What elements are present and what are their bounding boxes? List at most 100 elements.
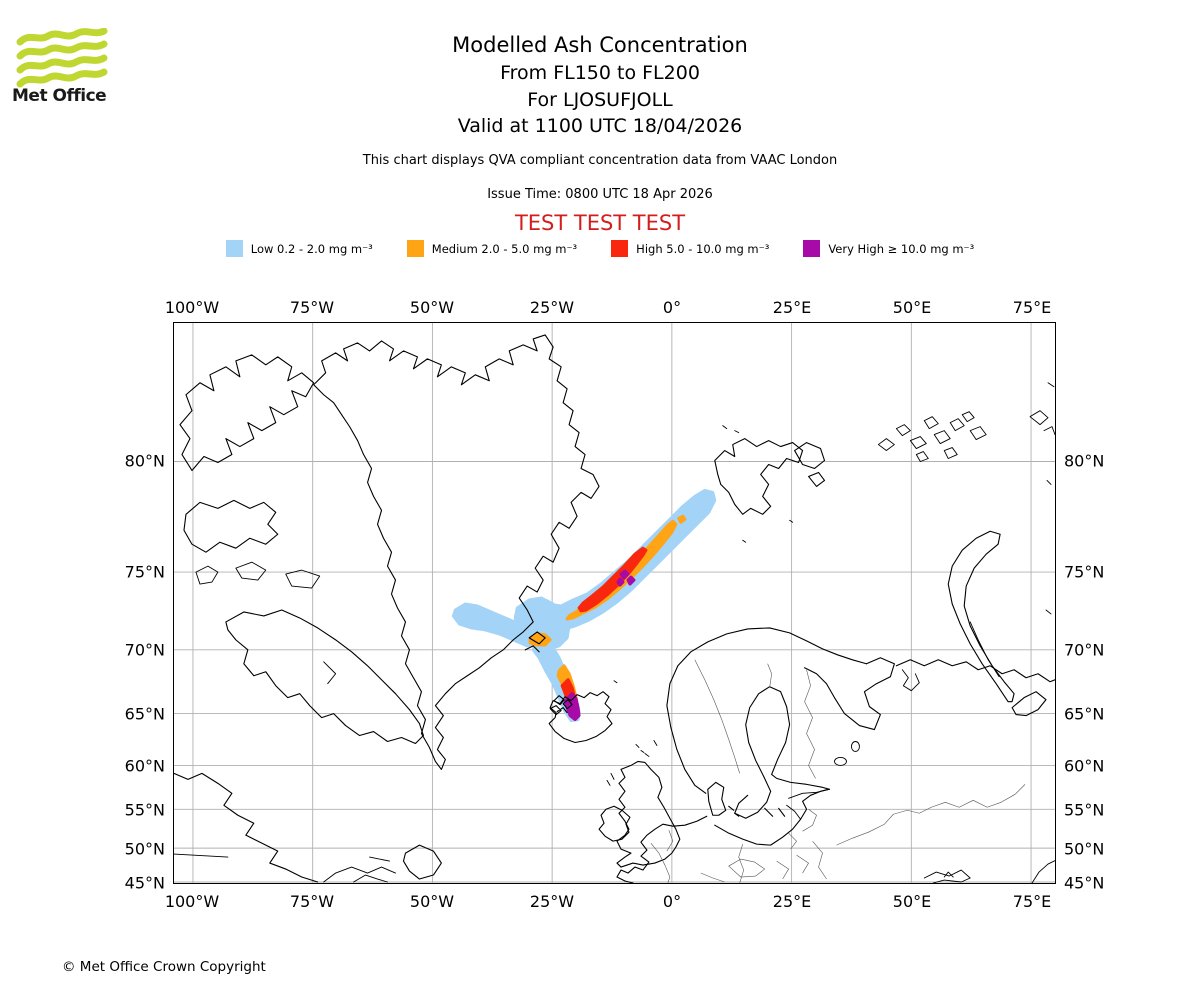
legend-swatch-low <box>225 240 243 257</box>
met-office-logo-text: Met Office <box>12 86 107 106</box>
coast-black-sea <box>923 860 1055 883</box>
tick-left-75°N: 75°N <box>124 562 165 582</box>
tick-bottom-75°E: 75°E <box>1012 892 1052 911</box>
coast-shetland <box>606 740 658 786</box>
tick-left-60°N: 60°N <box>124 756 165 776</box>
title-block: Modelled Ash Concentration From FL150 to… <box>0 30 1200 235</box>
coast-bothnia-finland <box>745 686 831 792</box>
tick-right-50°N: 50°N <box>1064 839 1105 859</box>
coast-baffin <box>225 609 424 745</box>
coast-kanin <box>901 669 920 692</box>
coast-ireland <box>598 805 631 842</box>
subtitle-valid-time: Valid at 1100 UTC 18/04/2026 <box>457 115 743 137</box>
coast-continental-europe <box>616 815 708 883</box>
coast-top-right-islands <box>1029 382 1055 615</box>
coast-faroes <box>635 744 645 753</box>
legend-item-very_high: Very High ≥ 10.0 mg m⁻³ <box>803 240 974 257</box>
coast-svalbard-islets <box>722 425 794 543</box>
coast-baltic <box>714 788 830 846</box>
page-title: Modelled Ash Concentration <box>452 33 748 57</box>
coast-denmark <box>707 781 740 817</box>
issue-time: Issue Time: 0800 UTC 18 Apr 2026 <box>487 186 713 202</box>
tick-left-55°N: 55°N <box>124 800 165 820</box>
legend-swatch-medium <box>406 240 424 257</box>
coast-estonia <box>786 788 830 820</box>
tick-right-75°N: 75°N <box>1064 562 1105 582</box>
lake-ladoga <box>834 757 847 766</box>
coast-grimsey <box>613 680 618 684</box>
tick-left-45°N: 45°N <box>124 873 165 893</box>
legend-swatch-very_high <box>803 240 821 257</box>
tick-right-65°N: 65°N <box>1064 704 1105 724</box>
tick-top-50°W: 50°W <box>409 298 455 317</box>
tick-top-0°: 0° <box>662 298 682 317</box>
coast-greenland <box>313 334 600 770</box>
tick-right-70°N: 70°N <box>1064 640 1105 660</box>
lake-onega <box>851 741 860 752</box>
coast-svalbard <box>714 438 826 515</box>
tick-right-45°N: 45°N <box>1064 873 1105 893</box>
coast-baffin-fjord <box>323 661 337 685</box>
tick-bottom-50°W: 50°W <box>409 892 455 911</box>
tick-bottom-0°: 0° <box>662 892 682 911</box>
ash-medium-detached-speck <box>677 514 687 524</box>
tick-left-50°N: 50°N <box>124 839 165 859</box>
tick-top-25°E: 25°E <box>772 298 812 317</box>
legend-swatch-high <box>611 240 629 257</box>
met-office-logo <box>14 27 114 114</box>
coast-gulf-st-lawrence <box>174 853 396 883</box>
ash-plume-layer <box>451 488 717 723</box>
legend-item-low: Low 0.2 - 2.0 mg m⁻³ <box>225 240 373 257</box>
legend-label-low: Low 0.2 - 2.0 mg m⁻³ <box>250 241 373 256</box>
coast-russia-arctic <box>895 659 1055 683</box>
tick-bottom-25°E: 25°E <box>772 892 812 911</box>
coast-small-islands-1 <box>195 561 321 589</box>
test-banner: TEST TEST TEST <box>514 210 686 235</box>
coast-iceland <box>548 691 613 744</box>
ash-high-main-plume-high <box>577 546 648 613</box>
legend-item-medium: Medium 2.0 - 5.0 mg m⁻³ <box>406 240 578 257</box>
ash-medium-jan-mayen-patch <box>528 632 552 647</box>
coastline-layer <box>174 334 1055 883</box>
coast-franz-josef-land <box>877 411 987 462</box>
subtitle-flight-levels: From FL150 to FL200 <box>500 62 700 84</box>
coast-jan-mayen <box>524 631 546 653</box>
concentration-legend: Low 0.2 - 2.0 mg m⁻³ Medium 2.0 - 5.0 mg … <box>0 240 1200 257</box>
tick-bottom-50°E: 50°E <box>892 892 932 911</box>
tick-right-55°N: 55°N <box>1064 800 1105 820</box>
subtitle-volcano: For LJOSUFJOLL <box>527 88 673 111</box>
tick-right-80°N: 80°N <box>1064 451 1105 471</box>
tick-top-25°W: 25°W <box>529 298 575 317</box>
tick-right-60°N: 60°N <box>1064 756 1105 776</box>
coast-iceland-westfjords <box>549 695 573 716</box>
tick-top-75°W: 75°W <box>289 298 335 317</box>
copyright-notice: © Met Office Crown Copyright <box>62 959 266 975</box>
tick-bottom-75°W: 75°W <box>289 892 335 911</box>
map-svg <box>174 323 1055 883</box>
tick-top-50°E: 50°E <box>892 298 932 317</box>
tick-left-65°N: 65°N <box>124 704 165 724</box>
legend-label-very_high: Very High ≥ 10.0 mg m⁻³ <box>828 241 975 256</box>
met-office-logo-waves <box>16 27 108 88</box>
country-borders <box>650 659 1026 883</box>
coast-kola-white-sea <box>804 657 895 731</box>
legend-label-medium: Medium 2.0 - 5.0 mg m⁻³ <box>431 241 578 256</box>
coast-newfoundland <box>402 844 442 880</box>
legend-item-high: High 5.0 - 10.0 mg m⁻³ <box>611 240 769 257</box>
tick-top-100°W: 100°W <box>164 298 220 317</box>
coast-ellesmere <box>179 354 315 472</box>
coast-norway <box>666 627 867 794</box>
coast-sweden-south <box>734 790 786 819</box>
coast-devon <box>183 499 279 553</box>
tick-top-75°E: 75°E <box>1012 298 1052 317</box>
ash-very_high-speck-1 <box>619 569 630 580</box>
map-plot-area <box>173 322 1056 884</box>
ash-very_high-speck-2 <box>626 575 636 586</box>
tick-bottom-100°W: 100°W <box>164 892 220 911</box>
coast-great-britain <box>616 760 681 868</box>
ash-very_high-speck-3 <box>616 577 625 587</box>
tick-left-70°N: 70°N <box>124 640 165 660</box>
tick-bottom-25°W: 25°W <box>529 892 575 911</box>
legend-label-high: High 5.0 - 10.0 mg m⁻³ <box>636 241 770 256</box>
coast-canada-mainland <box>174 772 319 883</box>
